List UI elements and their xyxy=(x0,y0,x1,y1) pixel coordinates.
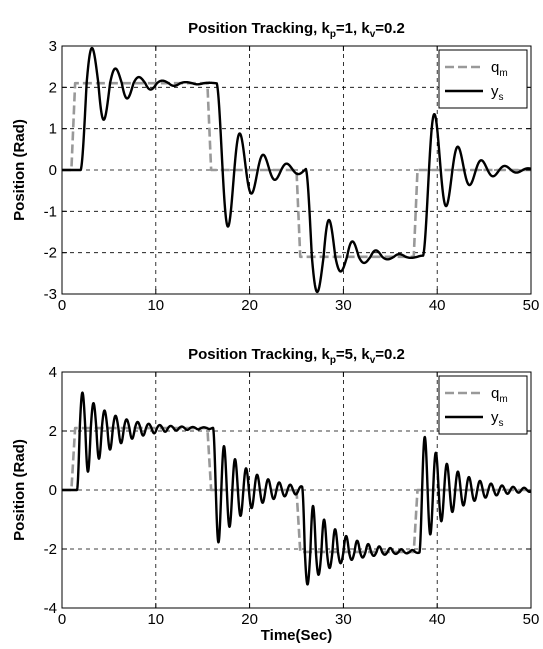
y-tick-label: 0 xyxy=(49,162,57,179)
x-tick-label: 10 xyxy=(147,297,164,314)
x-tick-label: 30 xyxy=(335,297,352,314)
y-axis-label: Position (Rad) xyxy=(11,119,28,221)
x-tick-label: 20 xyxy=(241,611,258,628)
y-tick-label: 2 xyxy=(49,79,57,96)
x-tick-label: 50 xyxy=(523,297,540,314)
legend-box xyxy=(438,49,528,109)
legend-box xyxy=(438,375,528,435)
chart-title: Position Tracking, kp=1, kv=0.2 xyxy=(188,20,405,40)
x-tick-label: 0 xyxy=(58,297,66,314)
y-tick-label: 0 xyxy=(49,482,57,499)
x-tick-label: 40 xyxy=(429,297,446,314)
y-tick-label: -1 xyxy=(44,203,57,220)
x-axis-label: Time(Sec) xyxy=(261,627,332,644)
series-line-ys xyxy=(62,46,531,294)
x-tick-label: 30 xyxy=(335,611,352,628)
y-tick-label: -2 xyxy=(44,541,57,558)
x-tick-label: 20 xyxy=(241,297,258,314)
x-tick-label: 50 xyxy=(523,611,540,628)
y-tick-label: 1 xyxy=(49,121,57,138)
x-tick-label: 10 xyxy=(147,611,164,628)
y-tick-label: -3 xyxy=(44,286,57,303)
x-tick-label: 40 xyxy=(429,611,446,628)
y-tick-label: 2 xyxy=(49,423,57,440)
legend-label-qm: qm xyxy=(491,59,508,79)
y-tick-label: 4 xyxy=(49,364,57,381)
series-line-ys xyxy=(62,391,531,586)
chart-panel-1: Position Tracking, kp=1, kv=0.20 10 20 30 40… xyxy=(11,20,539,314)
chart-panel-2: Position Tracking, kp=5, kv=0.20 10 20 30 40… xyxy=(11,346,539,644)
chart-title: Position Tracking, kp=5, kv=0.2 xyxy=(188,346,405,366)
legend-label-ys: ys xyxy=(491,83,504,103)
y-tick-label: -2 xyxy=(44,245,57,262)
legend: qm ys xyxy=(438,49,528,109)
y-tick-label: 3 xyxy=(49,38,57,55)
legend-label-qm: qm xyxy=(491,385,508,405)
y-axis-label: Position (Rad) xyxy=(11,439,28,541)
y-tick-label: -4 xyxy=(44,600,57,617)
x-tick-label: 0 xyxy=(58,611,66,628)
legend-label-ys: ys xyxy=(491,409,504,429)
legend: qm ys xyxy=(438,375,528,435)
